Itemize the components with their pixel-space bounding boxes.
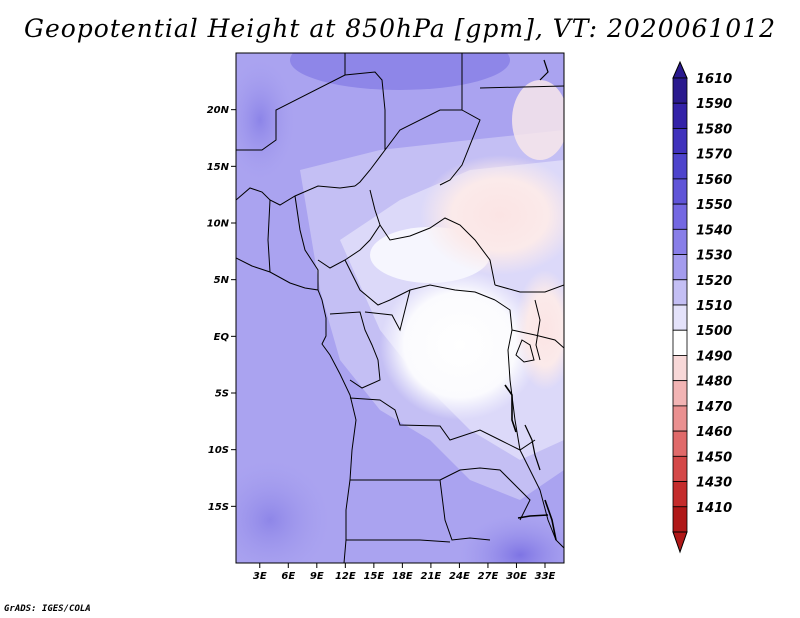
- colorbar-swatch: [672, 304, 688, 331]
- colorbar-label: 1480: [696, 375, 732, 390]
- map-frame: [235, 52, 565, 564]
- colorbar-swatch: [672, 228, 688, 255]
- lat-tick-label: 15S: [208, 502, 229, 513]
- colorbar-label: 1460: [696, 425, 732, 440]
- grads-credit: GrADS: IGES/COLA: [4, 604, 91, 614]
- colorbar-swatch: [672, 329, 688, 356]
- lat-tick-label: EQ: [214, 332, 230, 343]
- colorbar-swatch: [672, 481, 688, 508]
- colorbar-swatch: [672, 77, 688, 104]
- longitude-axis: 3E 6E 9E 12E 15E 18E 21E 24E 27E 30E 33E: [253, 563, 556, 582]
- colorbar-swatch: [672, 254, 688, 281]
- colorbar-swatch: [672, 380, 688, 407]
- lon-tick-label: 21E: [421, 571, 442, 582]
- lat-tick-label: 10S: [208, 445, 229, 456]
- colorbar-swatch: [672, 531, 688, 554]
- colorbar-label: 1430: [696, 476, 732, 491]
- lon-tick-label: 27E: [478, 571, 499, 582]
- colorbar-label: 1580: [696, 122, 732, 137]
- colorbar-swatch: [672, 355, 688, 382]
- lon-tick-label: 3E: [253, 571, 267, 582]
- colorbar-label: 1540: [696, 223, 732, 238]
- lat-tick-label: 5N: [214, 275, 230, 286]
- height-field: [236, 53, 564, 563]
- colorbar-label: 1530: [696, 249, 732, 264]
- colorbar-swatch: [672, 178, 688, 205]
- colorbar-swatch: [672, 203, 688, 230]
- lat-tick-label: 10N: [207, 219, 230, 230]
- lat-tick-label: 20N: [207, 105, 230, 116]
- colorbar-label: 1610: [696, 72, 732, 87]
- lon-tick-label: 6E: [281, 571, 295, 582]
- colorbar-swatch: [672, 279, 688, 306]
- lon-tick-label: 33E: [535, 571, 556, 582]
- colorbar-swatch: [672, 405, 688, 432]
- colorbar-swatch: [672, 455, 688, 482]
- colorbar-label: 1470: [696, 400, 732, 415]
- colorbar-swatch: [672, 506, 688, 533]
- lon-tick-label: 12E: [335, 571, 356, 582]
- colorbar-swatch: [672, 128, 688, 155]
- colorbar-swatch: [672, 430, 688, 457]
- colorbar-swatch: [672, 153, 688, 180]
- lon-tick-label: 24E: [449, 571, 470, 582]
- colorbar-swatch: [672, 60, 688, 79]
- colorbar-swatch: [672, 102, 688, 129]
- colorbar-label: 1450: [696, 450, 732, 465]
- colorbar-label: 1550: [696, 198, 732, 213]
- lon-tick-label: 18E: [392, 571, 413, 582]
- colorbar: 1610 1590 1580 1570 1560 1550 1540 1530 1520 1510…: [672, 60, 732, 554]
- colorbar-label: 1570: [696, 148, 732, 163]
- lon-tick-label: 30E: [506, 571, 527, 582]
- country-borders: [236, 53, 564, 563]
- lon-tick-label: 15E: [363, 571, 384, 582]
- colorbar-label: 1520: [696, 274, 732, 289]
- colorbar-label: 1590: [696, 97, 732, 112]
- colorbar-label: 1490: [696, 349, 732, 364]
- lat-tick-label: 15N: [207, 162, 230, 173]
- colorbar-label: 1410: [696, 501, 732, 516]
- latitude-axis: 20N 15N 10N 5N EQ 5S 10S 15S: [207, 105, 236, 513]
- lon-tick-label: 9E: [310, 571, 324, 582]
- colorbar-label: 1510: [696, 299, 732, 314]
- colorbar-label: 1500: [696, 324, 732, 339]
- map-title: Geopotential Height at 850hPa [gpm], VT:…: [23, 14, 777, 43]
- colorbar-label: 1560: [696, 173, 732, 188]
- lat-tick-label: 5S: [215, 389, 229, 400]
